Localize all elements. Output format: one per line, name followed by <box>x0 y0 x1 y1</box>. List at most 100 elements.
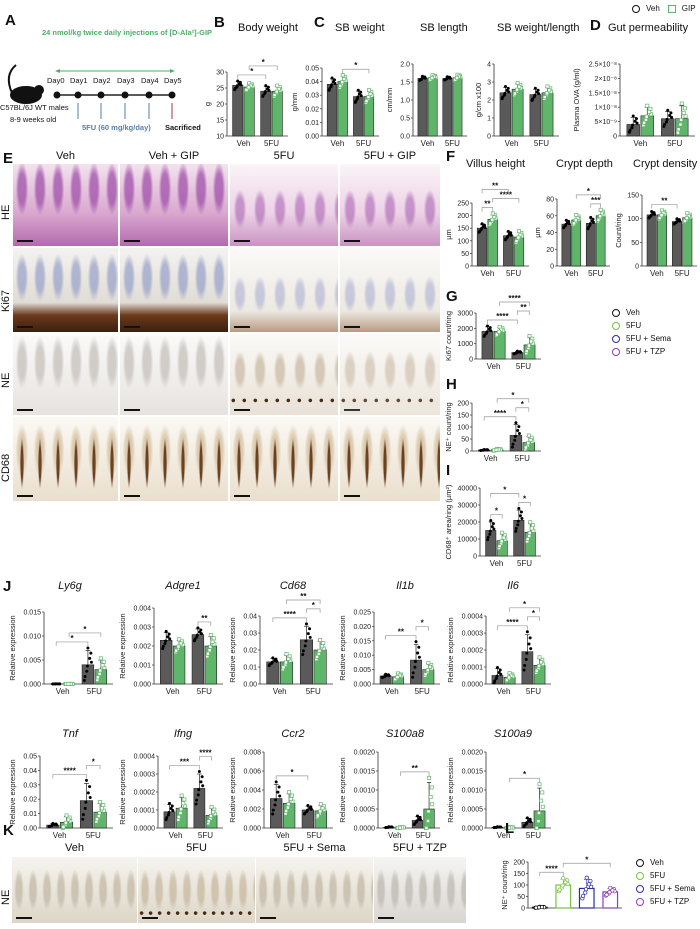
data-point <box>630 126 634 130</box>
y-tick-label: 1.0 <box>400 98 410 105</box>
data-point <box>415 819 419 823</box>
data-point <box>340 80 345 85</box>
y-tick-label: 0.0001 <box>134 808 156 815</box>
y-tick-label: 0.015 <box>353 638 371 645</box>
data-point <box>98 800 103 805</box>
data-point <box>196 626 200 630</box>
y-tick-label: 0.0002 <box>134 790 156 797</box>
data-point <box>48 824 52 828</box>
data-point <box>490 525 494 529</box>
data-point <box>272 93 277 98</box>
data-point <box>545 91 549 96</box>
data-point <box>583 890 588 895</box>
timeline-day-markers <box>53 91 176 99</box>
y-tick-label: 4 <box>487 62 491 69</box>
data-point <box>383 674 387 678</box>
significance-bracket <box>272 617 307 622</box>
y-tick-label: 20 <box>546 247 554 254</box>
y-tick-label: 0.0010 <box>354 788 376 795</box>
data-point <box>354 99 358 103</box>
chart-villus-height: µm 0 50 100 150 200 250 Veh 5FU ** **** ** <box>444 181 532 280</box>
bar <box>417 78 428 137</box>
x-tick-label: Veh <box>388 831 402 840</box>
data-point <box>166 635 170 639</box>
data-point <box>85 664 89 668</box>
y-tick-label: 0.02 <box>23 797 37 804</box>
data-point <box>495 674 499 678</box>
circle-marker-icon <box>612 308 620 317</box>
data-point <box>411 671 415 675</box>
x-tick-label: Veh <box>564 269 578 278</box>
data-point <box>430 802 435 807</box>
x-tick-label: 5FU <box>87 687 102 696</box>
data-point <box>491 522 495 526</box>
y-tick-label: 1 <box>487 116 491 123</box>
data-point <box>527 819 531 823</box>
data-point <box>499 539 504 544</box>
significance-label: * <box>523 494 527 503</box>
data-point <box>285 805 290 810</box>
data-point <box>338 84 343 88</box>
chart-svg: Relative expression 0.000 0.005 0.010 0.015 0… <box>338 610 440 696</box>
data-point <box>529 526 534 531</box>
bar <box>595 215 606 267</box>
y-axis-label: CD68⁺ area/ring (µm²) <box>444 484 453 559</box>
row-label: NE <box>0 889 12 905</box>
significance-label: ** <box>201 614 208 623</box>
scale-bar <box>124 240 140 242</box>
data-point <box>508 232 512 236</box>
x-tick-label: 5FU <box>526 687 541 696</box>
y-tick-label: 0.01 <box>305 120 319 127</box>
scale-bar <box>17 495 33 497</box>
data-point <box>330 76 334 80</box>
significance-label: * <box>532 609 536 618</box>
data-point <box>524 657 528 661</box>
legend-item-veh: Veh <box>632 2 660 15</box>
data-point <box>273 803 277 807</box>
y-axis-label: Relative expression <box>8 759 17 824</box>
y-tick-label: 0.02 <box>305 106 319 113</box>
significance-label: **** <box>283 610 296 619</box>
data-point <box>320 644 324 649</box>
x-tick-label: 5FU <box>515 454 530 463</box>
scale-bar <box>344 495 360 497</box>
data-point <box>516 523 520 527</box>
legend-label: Veh <box>626 308 640 317</box>
data-point <box>424 826 429 830</box>
data-point <box>199 780 203 784</box>
data-point <box>303 644 307 648</box>
significance-label: * <box>262 58 266 67</box>
data-point <box>340 73 345 78</box>
y-tick-label: 50 <box>631 240 639 247</box>
significance-bracket <box>415 626 429 631</box>
x-tick-label: Veh <box>169 831 183 840</box>
data-point <box>303 811 307 815</box>
y-tick-label: 30000 <box>458 503 478 510</box>
significance-label: * <box>354 61 358 70</box>
y-tick-label: 15 <box>216 118 224 125</box>
chart-svg: Count/ring 0 50 100 150 Veh 5FU ** <box>614 193 697 278</box>
column-label: 5FU + GIP <box>363 150 417 162</box>
day-label: Day1 <box>70 76 88 85</box>
data-point <box>485 330 489 334</box>
significance-bracket <box>497 625 528 630</box>
row-label: Ki67 <box>0 289 12 312</box>
y-tick-label: 3000 <box>457 311 473 318</box>
bar <box>452 77 463 137</box>
bar <box>410 659 422 685</box>
data-point <box>416 651 420 655</box>
data-point <box>167 632 171 636</box>
chart-title: Crypt depth <box>556 158 613 170</box>
chart-svg: Relative expression 0.0000 0.0005 0.0010 0.0… <box>338 750 440 840</box>
y-tick-label: 0.01 <box>243 665 257 672</box>
x-tick-label: Veh <box>166 687 180 696</box>
data-point <box>95 675 100 680</box>
data-point <box>413 821 417 825</box>
data-point <box>427 775 432 780</box>
data-point <box>274 89 279 94</box>
data-point <box>589 215 593 219</box>
data-point <box>524 349 529 354</box>
x-tick-label: 5FU <box>356 139 371 148</box>
ki67-veh-image <box>13 248 118 332</box>
